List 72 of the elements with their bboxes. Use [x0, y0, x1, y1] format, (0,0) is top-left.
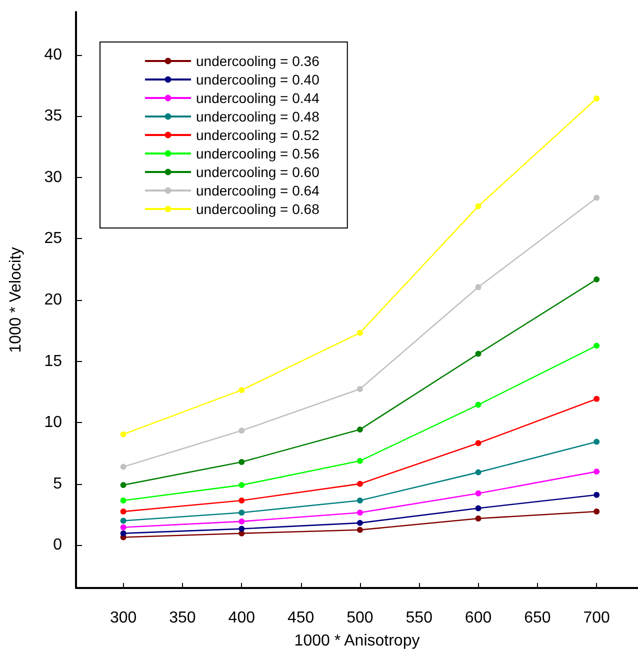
point — [238, 518, 245, 524]
legend-label: undercooling = 0.60 — [196, 164, 320, 180]
point — [238, 482, 245, 488]
point — [475, 284, 482, 290]
y-axis-title: 1000 * Velocity — [8, 247, 24, 353]
point — [594, 396, 600, 402]
point — [356, 520, 363, 526]
x-tick-label: 500 — [346, 610, 374, 626]
legend-label: undercooling = 0.68 — [196, 201, 320, 217]
point — [356, 480, 363, 487]
x-tick-label: 450 — [287, 610, 314, 626]
point — [120, 431, 126, 438]
point — [475, 516, 482, 522]
y-tick-label: 30 — [44, 168, 62, 186]
point — [594, 276, 600, 282]
point — [475, 350, 482, 357]
point — [475, 490, 482, 496]
y-tick-label: 40 — [44, 46, 62, 64]
legend-label: undercooling = 0.64 — [196, 182, 320, 198]
point — [356, 498, 363, 504]
point — [594, 508, 600, 515]
legend-label: undercooling = 0.48 — [196, 108, 320, 124]
point — [238, 459, 245, 466]
point — [356, 330, 363, 336]
point — [120, 482, 126, 488]
point — [356, 458, 363, 464]
x-tick-label: 650 — [524, 610, 551, 626]
y-tick-label: 35 — [44, 108, 62, 125]
y-tick-label: 15 — [44, 352, 62, 370]
point — [594, 492, 600, 498]
legend-label: undercooling = 0.56 — [196, 146, 320, 162]
point — [238, 526, 245, 532]
point — [120, 518, 126, 524]
legend-label: undercooling = 0.52 — [196, 127, 320, 143]
point — [594, 342, 600, 349]
y-tick-label: 0 — [53, 536, 62, 554]
point — [475, 505, 482, 512]
point — [356, 386, 363, 392]
point — [120, 498, 126, 504]
point — [594, 468, 600, 475]
point — [475, 402, 482, 408]
point — [238, 498, 245, 504]
point — [356, 526, 363, 533]
x-axis-title: 1000 * Anisotropy — [294, 632, 420, 650]
point — [356, 510, 363, 516]
point — [238, 387, 245, 394]
point — [594, 96, 600, 102]
point — [238, 428, 245, 434]
point — [120, 524, 126, 530]
point — [475, 469, 482, 476]
point — [120, 464, 126, 470]
point — [120, 530, 126, 536]
x-tick-label: 600 — [464, 610, 492, 626]
point — [594, 438, 600, 445]
y-tick-label: 10 — [44, 414, 62, 432]
x-tick-label: 400 — [228, 610, 256, 626]
legend-label: undercooling = 0.36 — [196, 53, 320, 69]
x-tick-label: 300 — [110, 610, 137, 626]
legend-label: undercooling = 0.44 — [196, 90, 320, 106]
point — [594, 194, 600, 201]
y-tick-label: 25 — [44, 230, 62, 248]
point — [120, 508, 126, 515]
point — [238, 510, 245, 516]
legend-label: undercooling = 0.40 — [196, 72, 320, 88]
x-tick-label: 350 — [169, 610, 196, 626]
x-tick-label: 700 — [583, 610, 610, 626]
y-tick-label: 5 — [53, 475, 62, 492]
point — [475, 203, 482, 210]
point — [356, 426, 363, 433]
y-tick-label: 20 — [44, 292, 62, 308]
x-tick-label: 550 — [406, 610, 433, 626]
point — [475, 440, 482, 446]
